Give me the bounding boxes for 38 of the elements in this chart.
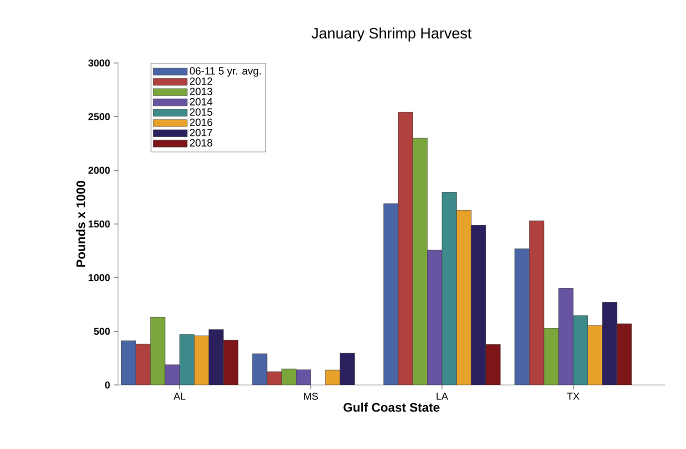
bar bbox=[412, 138, 428, 385]
bar bbox=[471, 224, 486, 385]
bar bbox=[602, 302, 618, 385]
y-tick-label: 1500 bbox=[88, 220, 110, 228]
x-tick-label: LA bbox=[436, 392, 448, 400]
x-axis-title: Gulf Coast State bbox=[344, 402, 440, 412]
bar bbox=[544, 328, 559, 385]
x-tick-label: MS bbox=[304, 392, 318, 400]
legend-label: 2012 bbox=[190, 77, 212, 85]
bar bbox=[208, 329, 224, 385]
y-tick-label: 1000 bbox=[88, 274, 110, 282]
legend-label: 2018 bbox=[190, 139, 212, 147]
bar bbox=[296, 370, 312, 385]
bar bbox=[529, 220, 544, 385]
chart-title: January Shrimp Harvest bbox=[312, 28, 472, 42]
bar bbox=[558, 288, 574, 385]
bar bbox=[267, 372, 282, 385]
bar bbox=[427, 250, 442, 385]
y-tick-label: 500 bbox=[94, 328, 110, 335]
legend-label: 2017 bbox=[190, 128, 212, 136]
bar bbox=[164, 364, 180, 385]
legend-label: 2013 bbox=[190, 88, 212, 96]
bar bbox=[136, 344, 151, 385]
y-tick-label: 2000 bbox=[88, 166, 110, 174]
bar bbox=[340, 352, 355, 385]
x-tick-label: TX bbox=[567, 392, 580, 400]
bar bbox=[398, 112, 414, 385]
y-axis-title: Pounds x 1000 bbox=[76, 180, 86, 267]
y-tick-label: 2500 bbox=[88, 113, 110, 120]
legend-label: 2016 bbox=[190, 118, 212, 126]
y-tick-label: 3000 bbox=[88, 59, 110, 67]
bar bbox=[150, 316, 166, 385]
legend-label: 2014 bbox=[190, 98, 212, 106]
y-tick-label: 0 bbox=[105, 381, 110, 389]
legend-label: 06-11 5 yr. avg. bbox=[190, 67, 261, 77]
bar bbox=[281, 368, 296, 385]
legend-label: 2015 bbox=[190, 108, 212, 116]
x-tick-label: AL bbox=[174, 392, 186, 400]
